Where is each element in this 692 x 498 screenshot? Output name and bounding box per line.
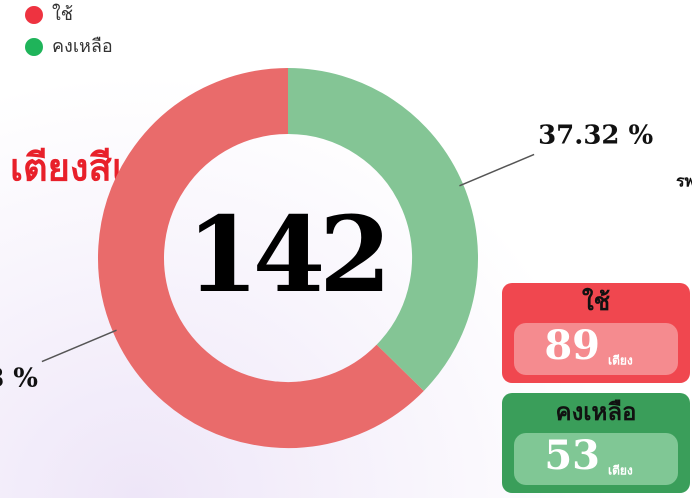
card-value: 89	[544, 322, 600, 369]
legend-swatch	[25, 6, 43, 24]
legend-label: คงเหลือ	[52, 36, 113, 57]
card-inner	[514, 323, 678, 375]
card-inner	[514, 433, 678, 485]
card-label: คงเหลือ	[556, 398, 637, 426]
leader-line	[41, 329, 117, 363]
value-label: 62.68 %	[0, 364, 38, 394]
donut-segment	[287, 68, 478, 391]
center-total: 142	[186, 193, 385, 316]
card-unit: เตียง	[608, 354, 633, 368]
side-text: รพ	[676, 172, 692, 191]
card-label: ใช้	[582, 287, 610, 316]
card-unit: เตียง	[608, 464, 633, 478]
legend-label: ใช้	[52, 3, 73, 25]
value-label: 37.32 %	[538, 120, 653, 150]
donut-segment	[98, 68, 424, 448]
legend-swatch	[25, 38, 43, 56]
leader-line	[459, 153, 535, 187]
card-value: 53	[544, 432, 600, 479]
